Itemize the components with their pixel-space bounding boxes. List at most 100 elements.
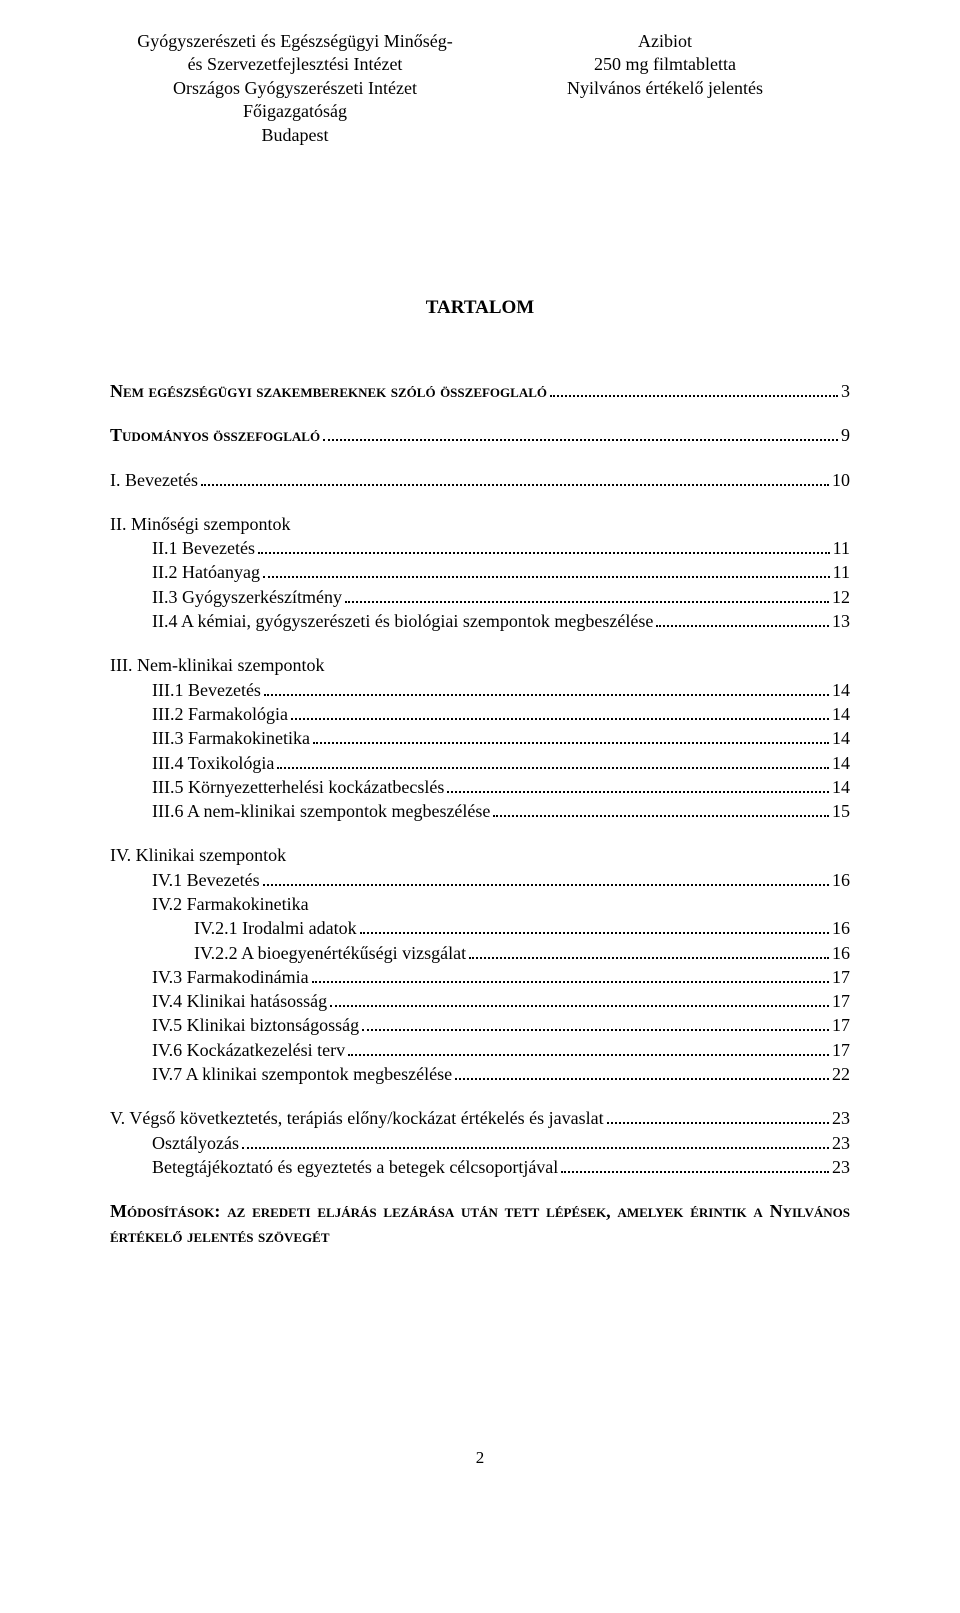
toc-page-number: 17: [832, 989, 850, 1013]
toc-label: III.3 Farmakokinetika: [152, 726, 310, 750]
header-right-line: Azibiot: [480, 30, 850, 53]
toc-label: Osztályozás: [152, 1131, 239, 1155]
toc-leader-dots: [263, 565, 830, 579]
toc-entry: Betegtájékoztató és egyeztetés a betegek…: [110, 1155, 850, 1179]
toc-label: Tudományos összefoglaló: [110, 423, 320, 447]
toc-leader-dots: [323, 428, 838, 442]
toc-page-number: 10: [832, 468, 850, 492]
toc-label: II.3 Gyógyszerkészítmény: [152, 585, 342, 609]
header-right-line: 250 mg filmtabletta: [480, 53, 850, 76]
toc-entry: III.6 A nem-klinikai szempontok megbeszé…: [110, 799, 850, 823]
toc-entry: IV.2.2 A bioegyenértékűségi vizsgálat 16: [110, 941, 850, 965]
header-left-line: Gyógyszerészeti és Egészségügyi Minőség-: [110, 30, 480, 53]
toc-page-number: 22: [832, 1062, 850, 1086]
toc-entry: V. Végső következtetés, terápiás előny/k…: [110, 1106, 850, 1130]
toc-leader-dots: [201, 472, 829, 486]
toc-label: IV.5 Klinikai biztonságosság: [152, 1013, 359, 1037]
toc-leader-dots: [348, 1042, 829, 1056]
page-title: TARTALOM: [110, 297, 850, 319]
toc-label: IV.2.2 A bioegyenértékűségi vizsgálat: [194, 941, 466, 965]
page-number: 2: [110, 1448, 850, 1468]
toc-page-number: 14: [832, 751, 850, 775]
toc-page-number: 16: [832, 868, 850, 892]
toc-page-number: 23: [832, 1155, 850, 1179]
toc-leader-dots: [607, 1111, 829, 1125]
toc-leader-dots: [277, 755, 829, 769]
toc-entry: IV.6 Kockázatkezelési terv 17: [110, 1038, 850, 1062]
header-left: Gyógyszerészeti és Egészségügyi Minőség-…: [110, 30, 480, 147]
toc-leader-dots: [264, 682, 829, 696]
toc-entry: IV.5 Klinikai biztonságosság 17: [110, 1013, 850, 1037]
toc-label: II.4 A kémiai, gyógyszerészeti és biológ…: [152, 609, 653, 633]
toc-entry: III.3 Farmakokinetika14: [110, 726, 850, 750]
toc-leader-dots: [550, 383, 838, 397]
toc-leader-dots: [447, 779, 829, 793]
toc-label: IV.4 Klinikai hatásosság: [152, 989, 327, 1013]
toc-label: III.6 A nem-klinikai szempontok megbeszé…: [152, 799, 490, 823]
toc-label: Betegtájékoztató és egyeztetés a betegek…: [152, 1155, 558, 1179]
toc-entry: III.1 Bevezetés 14: [110, 678, 850, 702]
toc-label: III. Nem-klinikai szempontok: [110, 653, 324, 677]
toc-entry: IV.2 Farmakokinetika: [110, 892, 850, 916]
toc-page-number: 3: [841, 379, 850, 403]
toc-entry: III.4 Toxikológia 14: [110, 751, 850, 775]
toc-label: IV. Klinikai szempontok: [110, 843, 286, 867]
header-right: Azibiot 250 mg filmtabletta Nyilvános ér…: [480, 30, 850, 147]
toc-page-number: 13: [832, 609, 850, 633]
toc-label: III.1 Bevezetés: [152, 678, 261, 702]
toc-leader-dots: [313, 731, 829, 745]
toc-entry: IV.4 Klinikai hatásosság 17: [110, 989, 850, 1013]
toc-entry: Tudományos összefoglaló 9: [110, 423, 850, 447]
toc-leader-dots: [263, 872, 829, 886]
toc-entry: III. Nem-klinikai szempontok: [110, 653, 850, 677]
toc-leader-dots: [656, 614, 829, 628]
document-header: Gyógyszerészeti és Egészségügyi Minőség-…: [110, 30, 850, 147]
toc-label: II.1 Bevezetés: [152, 536, 255, 560]
toc-label: IV.2.1 Irodalmi adatok: [194, 916, 357, 940]
toc-leader-dots: [561, 1159, 829, 1173]
toc-entry: IV.1 Bevezetés 16: [110, 868, 850, 892]
toc-page-number: 17: [832, 965, 850, 989]
toc-label: IV.2 Farmakokinetika: [152, 892, 309, 916]
toc-entry: Nem egészségügyi szakembereknek szóló ös…: [110, 379, 850, 403]
toc-leader-dots: [330, 994, 829, 1008]
toc-page-number: 12: [832, 585, 850, 609]
toc-leader-dots: [469, 945, 829, 959]
table-of-contents: Nem egészségügyi szakembereknek szóló ös…: [110, 379, 850, 1179]
toc-label: IV.7 A klinikai szempontok megbeszélése: [152, 1062, 452, 1086]
toc-leader-dots: [455, 1067, 829, 1081]
toc-page-number: 17: [832, 1013, 850, 1037]
header-left-line: Országos Gyógyszerészeti Intézet: [110, 77, 480, 100]
toc-page-number: 23: [832, 1131, 850, 1155]
toc-page-number: 14: [832, 702, 850, 726]
toc-page-number: 16: [832, 941, 850, 965]
toc-page-number: 11: [833, 536, 850, 560]
toc-entry: II.1 Bevezetés 11: [110, 536, 850, 560]
toc-leader-dots: [291, 706, 829, 720]
toc-entry: II.4 A kémiai, gyógyszerészeti és biológ…: [110, 609, 850, 633]
toc-page-number: 17: [832, 1038, 850, 1062]
toc-entry: II.3 Gyógyszerkészítmény 12: [110, 585, 850, 609]
toc-page-number: 11: [833, 560, 850, 584]
toc-entry: I. Bevezetés10: [110, 468, 850, 492]
toc-leader-dots: [360, 921, 829, 935]
toc-label: II. Minőségi szempontok: [110, 512, 290, 536]
toc-leader-dots: [258, 541, 830, 555]
toc-page-number: 14: [832, 678, 850, 702]
toc-page-number: 9: [841, 423, 850, 447]
toc-label: IV.6 Kockázatkezelési terv: [152, 1038, 345, 1062]
toc-entry: III.2 Farmakológia14: [110, 702, 850, 726]
toc-label: III.4 Toxikológia: [152, 751, 274, 775]
toc-page-number: 16: [832, 916, 850, 940]
toc-entry: IV.2.1 Irodalmi adatok 16: [110, 916, 850, 940]
toc-entry: IV.7 A klinikai szempontok megbeszélése 2…: [110, 1062, 850, 1086]
toc-label: IV.3 Farmakodinámia: [152, 965, 309, 989]
toc-entry: III.5 Környezetterhelési kockázatbecslés…: [110, 775, 850, 799]
toc-label: IV.1 Bevezetés: [152, 868, 260, 892]
header-right-line: Nyilvános értékelő jelentés: [480, 77, 850, 100]
toc-leader-dots: [242, 1135, 829, 1149]
toc-leader-dots: [493, 804, 829, 818]
toc-label: Nem egészségügyi szakembereknek szóló ös…: [110, 379, 547, 403]
header-left-line: Budapest: [110, 124, 480, 147]
toc-page-number: 15: [832, 799, 850, 823]
